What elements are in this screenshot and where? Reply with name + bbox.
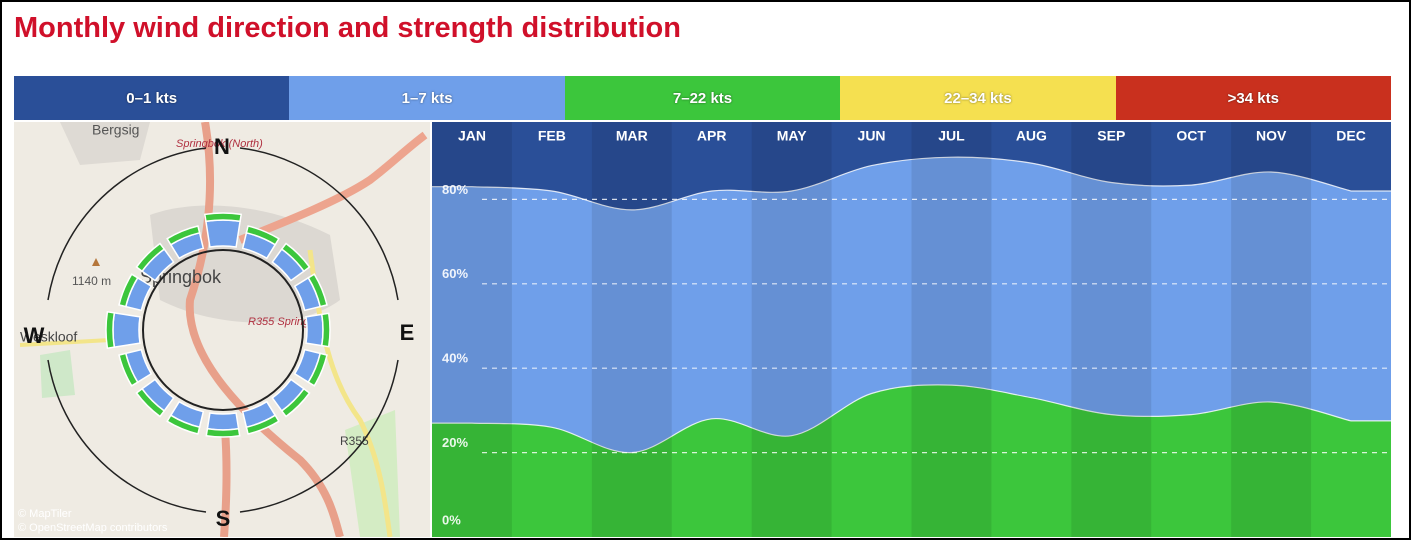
rose-segment bbox=[203, 212, 243, 223]
rose-segment bbox=[307, 273, 328, 308]
rose-segment bbox=[320, 312, 331, 348]
y-tick-label: 0% bbox=[442, 512, 461, 527]
legend-entry: 7–22 kts bbox=[564, 76, 841, 120]
rose-segment bbox=[206, 412, 240, 431]
compass-label: N bbox=[214, 134, 230, 159]
rose-segment bbox=[280, 242, 311, 273]
x-tick-label: APR bbox=[697, 128, 727, 144]
x-tick-label: MAY bbox=[777, 128, 807, 144]
peak-icon bbox=[92, 258, 100, 266]
road bbox=[238, 131, 428, 244]
map-label: 1140 m bbox=[72, 274, 111, 288]
map-label: Weskloof bbox=[20, 329, 77, 345]
compass-label: E bbox=[400, 320, 415, 345]
wind-rose bbox=[105, 212, 331, 438]
legend-entry: >34 kts bbox=[1115, 76, 1392, 120]
rose-segment bbox=[166, 225, 201, 246]
column-shade bbox=[1231, 122, 1312, 537]
rose-segment bbox=[205, 427, 241, 438]
y-tick-label: 60% bbox=[442, 266, 468, 281]
rose-segment bbox=[245, 225, 280, 246]
area-boundary bbox=[432, 156, 1391, 211]
column-shade bbox=[911, 122, 992, 537]
road bbox=[185, 122, 344, 537]
column-shade bbox=[432, 122, 512, 537]
rose-segment bbox=[305, 313, 324, 347]
plot-area: 0% 20% 40% 60% 80% JAN FEB MAR APR MAY JUN JUL AUG SE… bbox=[432, 122, 1391, 537]
x-tick-label: MAR bbox=[616, 128, 648, 144]
column-shade bbox=[591, 122, 672, 537]
rose-segment bbox=[280, 387, 311, 418]
area bbox=[432, 157, 1391, 453]
x-tick-label: SEP bbox=[1097, 128, 1125, 144]
area bbox=[432, 384, 1391, 537]
x-tick-label: JAN bbox=[458, 128, 486, 144]
road bbox=[220, 429, 231, 537]
x-tick-label: AUG bbox=[1016, 128, 1047, 144]
x-tick-label: DEC bbox=[1336, 128, 1366, 144]
inner-circle bbox=[142, 249, 304, 411]
y-tick-label: 20% bbox=[442, 435, 468, 450]
legend-entry: 0–1 kts bbox=[14, 76, 290, 120]
y-tick-label: 40% bbox=[442, 351, 468, 366]
y-tick-label: 80% bbox=[442, 182, 468, 197]
rose-segment bbox=[105, 310, 116, 350]
x-tick-label: JUL bbox=[938, 128, 965, 144]
rose-segment bbox=[307, 352, 328, 387]
road bbox=[19, 338, 111, 347]
rose-segment bbox=[135, 387, 166, 418]
rose-segment bbox=[205, 219, 241, 248]
legend: 0–1 kts 1–7 kts 7–22 kts 22–34 kts >34 kts bbox=[14, 76, 1392, 120]
legend-entry: 1–7 kts bbox=[289, 76, 565, 120]
column-shade bbox=[751, 122, 832, 537]
park-area bbox=[40, 350, 75, 398]
map-label: R355 bbox=[340, 434, 369, 448]
rose-segment bbox=[118, 352, 139, 387]
road bbox=[307, 249, 393, 537]
rose-segment bbox=[245, 414, 280, 435]
legend-entry: 22–34 kts bbox=[840, 76, 1116, 120]
map-label: Bergsig bbox=[92, 122, 139, 138]
map: Bergsig Springbok (North) 1140 m Springb… bbox=[14, 122, 430, 537]
column-shade bbox=[1071, 122, 1152, 537]
rose-segment bbox=[112, 312, 141, 348]
rose-segment bbox=[118, 273, 139, 308]
rose-segment bbox=[166, 414, 201, 435]
map-label: Springbok (North) bbox=[176, 138, 263, 150]
area bbox=[432, 122, 1391, 210]
outer-circle bbox=[47, 147, 399, 513]
compass-label: W bbox=[24, 323, 45, 348]
rose-segment bbox=[135, 242, 166, 273]
chart-title: Monthly wind direction and strength dist… bbox=[14, 12, 681, 44]
x-tick-label: OCT bbox=[1176, 128, 1206, 144]
x-tick-label: FEB bbox=[538, 128, 566, 144]
attribution: © MapTiler bbox=[18, 508, 72, 520]
x-tick-label: NOV bbox=[1256, 128, 1287, 144]
x-tick-label: JUN bbox=[858, 128, 886, 144]
attribution: © OpenStreetMap contributors bbox=[18, 522, 168, 534]
compass-label: S bbox=[216, 506, 231, 531]
town-area bbox=[60, 122, 150, 165]
